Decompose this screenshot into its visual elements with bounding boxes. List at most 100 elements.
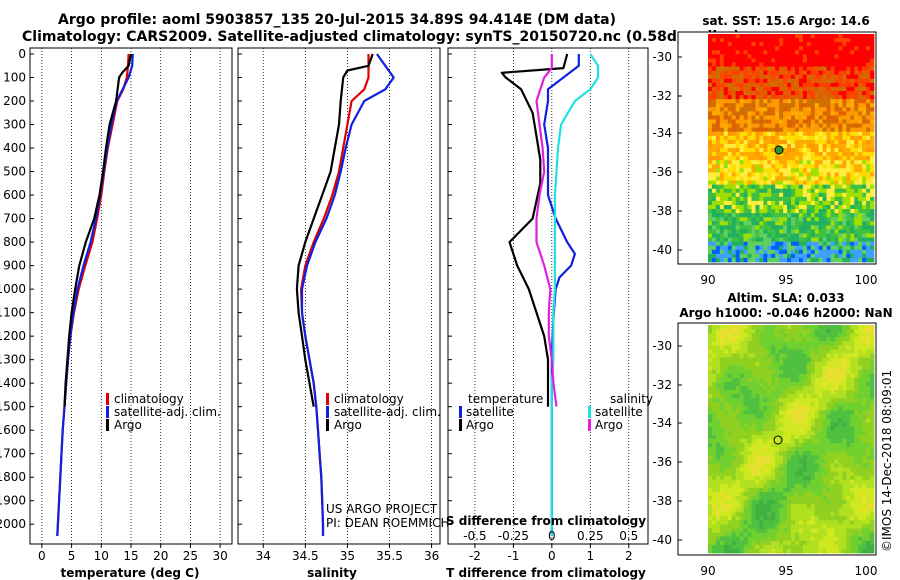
sst-cell — [767, 54, 772, 59]
sla-cell — [862, 410, 867, 415]
sla-cell — [735, 455, 741, 460]
sla-cell — [787, 382, 792, 387]
sst-cell — [743, 217, 748, 222]
sst-cell — [771, 164, 776, 169]
sla-cell — [783, 487, 788, 493]
sst-cell — [771, 131, 776, 137]
sla-cell — [783, 349, 788, 354]
sla-cell — [767, 512, 772, 517]
sla-cell — [719, 434, 725, 440]
sst-cell — [814, 148, 820, 153]
map-lon-tick-label: 95 — [778, 564, 793, 578]
sla-cell — [802, 447, 808, 452]
sla-cell — [755, 341, 760, 346]
sla-cell — [767, 483, 772, 489]
sla-cell — [854, 536, 859, 542]
sst-cell — [783, 34, 788, 39]
sla-cell — [708, 365, 713, 371]
sla-cell — [731, 536, 737, 542]
sla-cell — [739, 500, 744, 505]
sst-cell — [854, 156, 859, 161]
sla-cell — [798, 434, 804, 440]
sla-cell — [834, 516, 839, 521]
legend-label-t-satellite: satellite — [466, 405, 514, 419]
sst-cell — [818, 172, 824, 177]
sla-cell — [858, 386, 863, 391]
sla-cell — [727, 544, 733, 550]
sdiff-axis-label: S difference from climatology — [446, 514, 646, 528]
sst-cell — [794, 139, 800, 145]
sst-cell — [834, 217, 839, 222]
sst-cell — [735, 103, 741, 108]
sla-cell — [767, 544, 772, 550]
sst-cell — [787, 172, 792, 177]
sla-cell — [870, 475, 875, 481]
sst-cell — [751, 233, 756, 238]
sla-cell — [814, 487, 820, 493]
sla-cell — [806, 483, 812, 489]
depth-tick-label: 600 — [3, 188, 26, 202]
sst-cell — [830, 192, 835, 198]
sla-cell — [818, 524, 824, 529]
sst-cell — [854, 62, 859, 67]
sla-cell — [747, 386, 752, 391]
sst-cell — [838, 111, 843, 116]
sla-cell — [755, 402, 760, 407]
sla-cell — [866, 382, 871, 387]
sst-cell — [854, 99, 859, 104]
sst-cell — [751, 42, 756, 47]
sla-cell — [763, 540, 768, 546]
sla-cell — [791, 398, 796, 403]
sla-cell — [810, 463, 816, 468]
sla-cell — [826, 516, 831, 521]
sst-cell — [850, 50, 855, 55]
sst-cell — [794, 184, 800, 190]
sla-cell — [838, 548, 843, 554]
sst-cell — [870, 172, 875, 177]
sst-cell — [763, 46, 768, 51]
sst-cell — [727, 176, 733, 181]
sst-cell — [834, 221, 839, 226]
sst-cell — [814, 139, 820, 145]
sla-cell — [862, 496, 867, 501]
sst-cell — [711, 180, 717, 186]
sla-cell — [739, 377, 744, 383]
sst-cell — [735, 176, 741, 181]
sla-cell — [838, 455, 843, 460]
sla-cell — [751, 357, 756, 363]
sla-cell — [715, 345, 721, 350]
sla-cell — [735, 430, 741, 436]
sst-cell — [854, 172, 859, 177]
sst-cell — [822, 107, 827, 112]
sst-cell — [858, 221, 863, 226]
sla-cell — [723, 548, 729, 554]
sst-cell — [870, 225, 875, 230]
sst-cell — [806, 156, 812, 161]
sst-cell — [739, 107, 744, 112]
sla-cell — [794, 500, 800, 505]
sla-cell — [802, 500, 808, 505]
sla-cell — [787, 329, 792, 334]
sla-cell — [787, 439, 792, 444]
sla-cell — [794, 382, 800, 387]
sla-cell — [818, 500, 824, 505]
sst-cell — [771, 217, 776, 222]
sla-cell — [751, 325, 756, 330]
sla-cell — [711, 467, 717, 472]
sst-cell — [818, 70, 824, 76]
sla-cell — [822, 369, 827, 375]
sla-cell — [723, 443, 729, 448]
sla-cell — [775, 353, 780, 358]
sst-cell — [798, 233, 804, 238]
sst-cell — [794, 127, 800, 133]
sst-cell — [779, 152, 784, 157]
sla-cell — [794, 357, 800, 363]
series-line-argo — [63, 53, 133, 407]
sla-cell — [727, 390, 733, 395]
sst-cell — [834, 257, 839, 263]
sla-cell — [708, 459, 713, 464]
sst-cell — [787, 66, 792, 72]
sst-cell — [715, 58, 721, 63]
sst-cell — [794, 58, 800, 63]
sla-cell — [846, 516, 851, 521]
